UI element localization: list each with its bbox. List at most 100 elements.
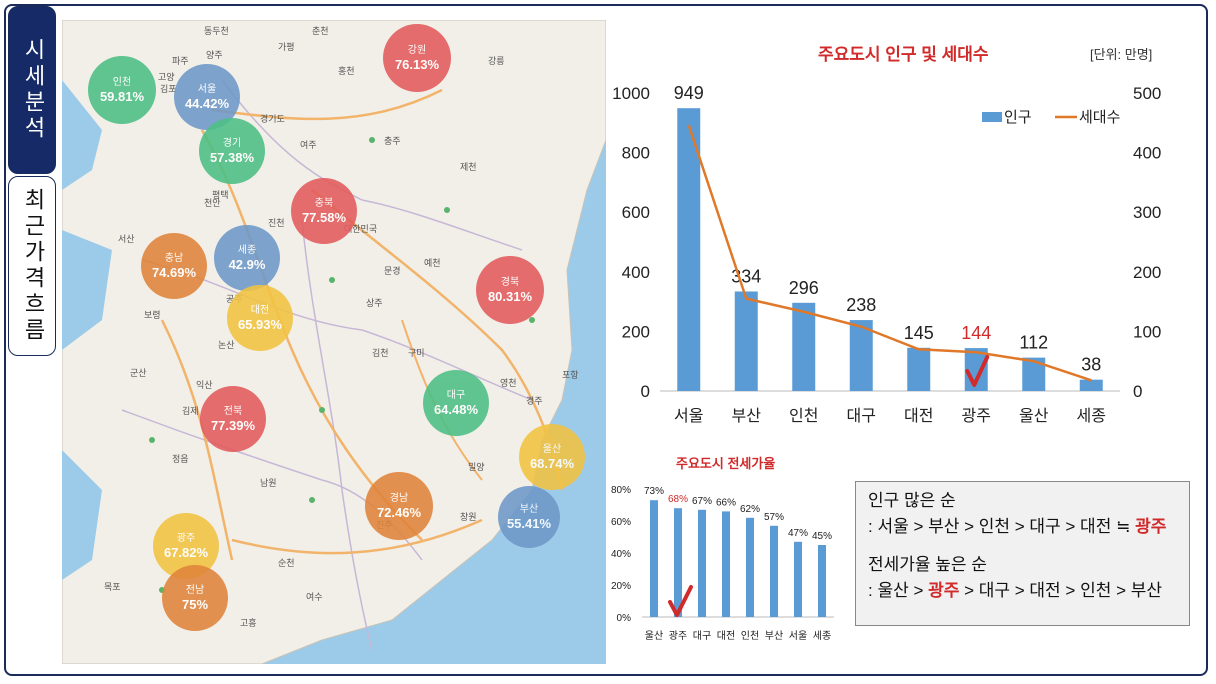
region-jeonse-ratio: 64.48%	[433, 401, 479, 417]
map-place-label: 평택	[212, 190, 229, 200]
map-place-label: 홍천	[338, 66, 355, 76]
map-background	[62, 20, 606, 664]
region-jeonse-ratio: 65.93%	[237, 316, 283, 332]
map-place-label: 파주	[172, 56, 189, 66]
region-name: 강원	[407, 44, 427, 56]
region-jeonse-ratio: 67.82%	[163, 544, 209, 560]
region-name: 대구	[446, 389, 466, 401]
map-place-label: 순천	[278, 558, 295, 568]
highway	[211, 88, 443, 121]
jeonse-rank-highlight: 광주	[928, 581, 960, 600]
tab-price-analysis-label: 시세분석	[20, 38, 45, 142]
map-place-label: 예천	[424, 258, 441, 268]
map-place-label: 상주	[366, 298, 383, 308]
region-name: 대전	[250, 304, 270, 316]
map-place-label: 가평	[278, 42, 295, 52]
korea-map: 동두천 춘천 강릉 가평 홍천 파주 양주 고양 김포 경기도 여주 평택 충주 제천 진천 서산 천안 대한민국…	[62, 20, 606, 664]
main-chart-title: 주요도시 인구 및 세대수	[818, 45, 989, 64]
region-jeonse-ratio: 72.46%	[376, 504, 422, 520]
region-bubble: 강원 76.13%	[383, 24, 451, 92]
region-bubble: 세종 42.9%	[214, 225, 280, 291]
region-jeonse-ratio: 57.38%	[209, 149, 255, 165]
main-chart-unit: [단위: 만명]	[1090, 47, 1153, 62]
jeonse-rank-prefix: : 울산 >	[868, 581, 929, 600]
park-marker	[369, 137, 375, 143]
map-place-label: 여주	[300, 140, 317, 150]
highway	[231, 518, 483, 555]
region-jeonse-ratio: 55.41%	[506, 515, 552, 531]
map-place-label: 문경	[384, 266, 401, 276]
slide-frame	[4, 4, 1208, 676]
map-place-label: 정읍	[172, 454, 189, 464]
region-name: 충북	[314, 197, 334, 209]
tab-recent-price-trend-label: 최근가격흐름	[20, 188, 45, 344]
land-shape	[62, 20, 606, 664]
map-place-label: 서산	[118, 234, 135, 244]
province-border	[301, 219, 373, 651]
region-bubble: 전북 77.39%	[200, 386, 266, 452]
province-border	[221, 79, 523, 251]
region-name: 부산	[519, 503, 539, 515]
region-jeonse-ratio: 76.13%	[394, 56, 440, 72]
map-place-label: 영천	[500, 378, 517, 388]
map-place-label: 진천	[268, 218, 285, 228]
jeonse-rank-title: 전세가율 높은 순	[868, 555, 987, 574]
map-place-label: 고흥	[240, 618, 257, 628]
park-marker	[149, 437, 155, 443]
region-bubble: 대구 64.48%	[423, 370, 489, 436]
map-place-label: 김천	[372, 348, 389, 358]
small-chart-title: 주요도시 전세가율	[676, 456, 776, 471]
region-bubble: 인천 59.81%	[88, 56, 156, 124]
region-jeonse-ratio: 77.39%	[210, 417, 256, 433]
map-place-label: 제천	[460, 162, 477, 172]
park-marker	[329, 277, 335, 283]
region-jeonse-ratio: 77.58%	[301, 209, 347, 225]
population-rank-highlight: 광주	[1135, 517, 1167, 536]
map-place-label: 남원	[260, 478, 277, 488]
map-place-label: 포항	[562, 370, 579, 380]
population-rank-text: : 서울 > 부산 > 인천 > 대구 > 대전 ≒	[868, 517, 1136, 536]
map-place-label: 경기도	[260, 114, 285, 124]
map-place-label: 고양	[158, 72, 175, 82]
region-name: 인천	[112, 76, 132, 88]
region-name: 울산	[542, 443, 562, 455]
region-jeonse-ratio: 68.74%	[529, 455, 575, 471]
jeonse-rank-rest: > 대구 > 대전 > 인천 > 부산	[959, 581, 1163, 600]
region-bubble: 경북 80.31%	[476, 256, 544, 324]
park-marker	[319, 407, 325, 413]
region-name: 광주	[176, 532, 196, 544]
region-jeonse-ratio: 75%	[181, 596, 209, 612]
map-place-label: 김포	[160, 84, 177, 94]
tab-recent-price-trend[interactable]: 최근가격흐름	[8, 176, 56, 356]
population-rank-order: : 서울 > 부산 > 인천 > 대구 > 대전 ≒ 광주	[868, 514, 1177, 540]
west-sea-inlet	[62, 230, 112, 350]
region-bubble: 울산 68.74%	[519, 424, 585, 490]
tab-price-analysis[interactable]: 시세분석	[8, 6, 56, 174]
region-jeonse-ratio: 44.42%	[184, 95, 230, 111]
map-place-label: 춘천	[312, 26, 329, 36]
west-sea-inlet	[62, 450, 102, 580]
region-bubble: 부산 55.41%	[498, 486, 560, 548]
region-name: 경기	[222, 137, 242, 149]
map-place-label: 충주	[384, 136, 401, 146]
map-place-label: 밀양	[468, 462, 485, 472]
region-jeonse-ratio: 59.81%	[99, 88, 145, 104]
highway	[200, 129, 423, 541]
region-name: 세종	[237, 244, 257, 256]
region-jeonse-ratio: 80.31%	[487, 288, 533, 304]
province-border	[141, 259, 533, 401]
map-place-label: 구미	[408, 348, 425, 358]
region-bubble: 경남 72.46%	[365, 472, 433, 540]
region-name: 경북	[500, 276, 520, 288]
map-place-label: 군산	[130, 368, 147, 378]
west-sea-inlet	[62, 80, 102, 190]
map-place-label: 대한민국	[344, 224, 378, 234]
region-bubble: 충북 77.58%	[291, 178, 357, 244]
park-marker	[529, 317, 535, 323]
region-bubble: 경기 57.38%	[199, 118, 265, 184]
region-name: 충남	[164, 252, 184, 264]
map-place-label: 양주	[206, 50, 223, 60]
park-marker	[309, 497, 315, 503]
region-jeonse-ratio: 42.9%	[228, 256, 266, 272]
region-name: 서울	[197, 83, 217, 95]
